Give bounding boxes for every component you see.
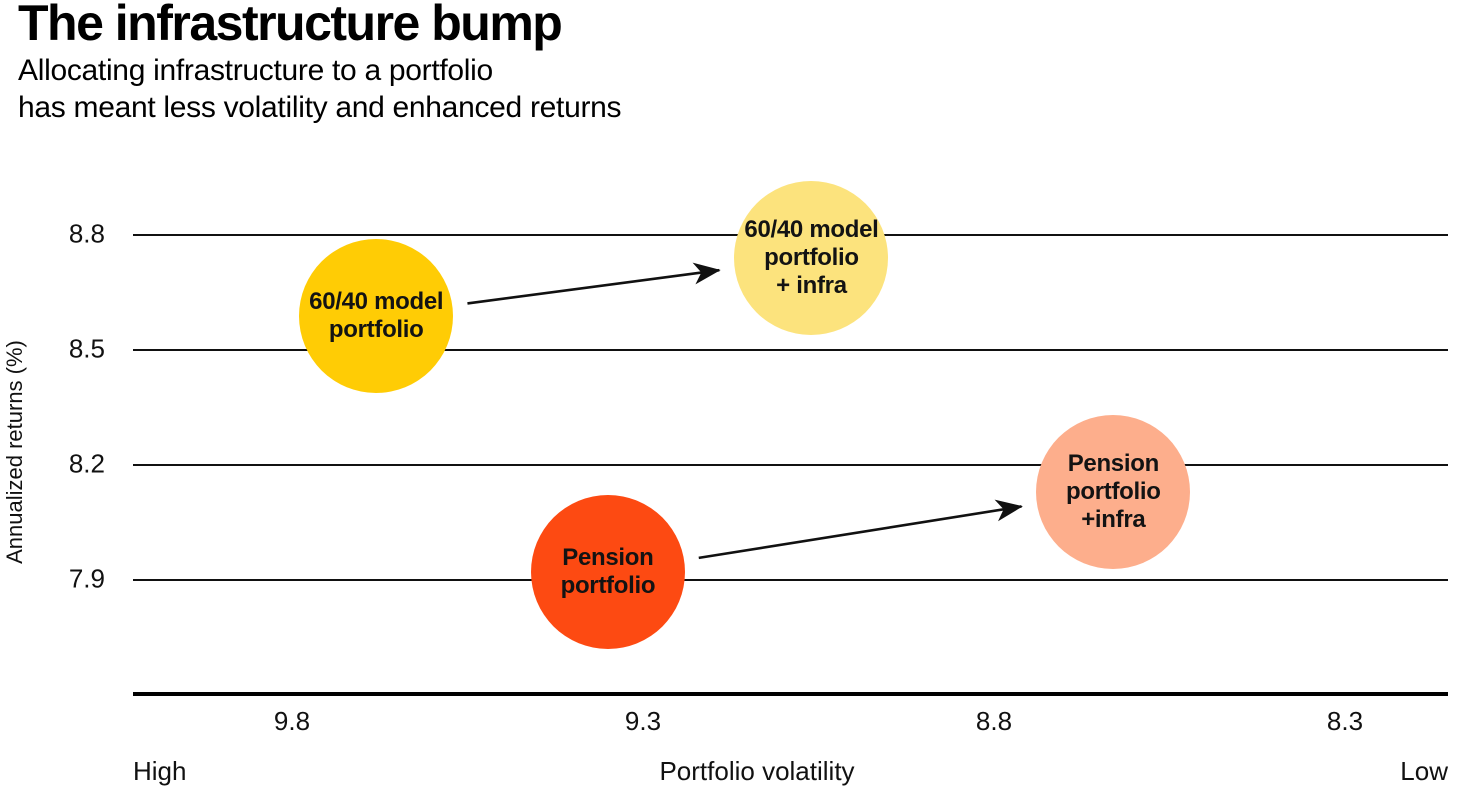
bubble-label-line: 60/40 model xyxy=(309,287,444,315)
x-axis-low-label: Low xyxy=(1400,756,1448,786)
gridline-y-8.2 xyxy=(133,464,1448,466)
bubble-pension: Pension portfolio xyxy=(530,495,685,650)
bubble-label-line: 60/40 model xyxy=(744,216,879,243)
y-tick-label: 8.2 xyxy=(68,448,105,479)
y-axis-title: Annualized returns (%) xyxy=(2,340,27,564)
chart-title: The infrastructure bump xyxy=(18,0,563,51)
x-tick-label: 8.3 xyxy=(1326,706,1364,736)
x-axis-line xyxy=(133,692,1448,696)
chart-subtitle-line-1: Allocating infrastructure to a portfolio xyxy=(18,54,493,87)
trend-arrow-model-6040-to-model-6040-infra xyxy=(467,262,721,305)
y-tick-label: 8.5 xyxy=(68,333,105,364)
x-axis-high-label: High xyxy=(133,756,187,786)
x-axis-title: Portfolio volatility xyxy=(659,756,855,786)
bubble-label-line: + infra xyxy=(776,272,847,299)
bubble-label-line: +infra xyxy=(1081,505,1146,533)
bubble-label-line: Pension xyxy=(1067,449,1160,477)
bubble-label-line: portfolio xyxy=(764,244,859,271)
chart-subtitle: Allocating infrastructure to a portfolio… xyxy=(18,52,622,126)
chart-subtitle-line-2: has meant less volatility and enhanced r… xyxy=(18,91,622,124)
bubble-model-6040-infra: 60/40 model portfolio + infra xyxy=(734,181,889,335)
bubble-label-line: Pension xyxy=(562,544,654,572)
x-tick-label: 9.8 xyxy=(273,706,311,736)
trend-arrow-pension-to-pension-infra xyxy=(698,499,1023,560)
x-tick-label: 8.8 xyxy=(975,706,1013,736)
y-tick-label: 8.8 xyxy=(68,218,105,249)
bubble-label-line: portfolio xyxy=(1066,477,1161,505)
gridline-y-7.9 xyxy=(133,579,1448,581)
x-tick-label: 9.3 xyxy=(624,706,662,736)
bubble-label-line: portfolio xyxy=(560,572,656,600)
y-tick-label: 7.9 xyxy=(68,563,105,594)
gridline-y-8.5 xyxy=(133,349,1448,351)
bubble-model-6040: 60/40 model portfolio xyxy=(299,238,454,393)
bubble-pension-infra: Pension portfolio +infra xyxy=(1036,414,1191,569)
bubble-label-line: portfolio xyxy=(328,315,424,343)
